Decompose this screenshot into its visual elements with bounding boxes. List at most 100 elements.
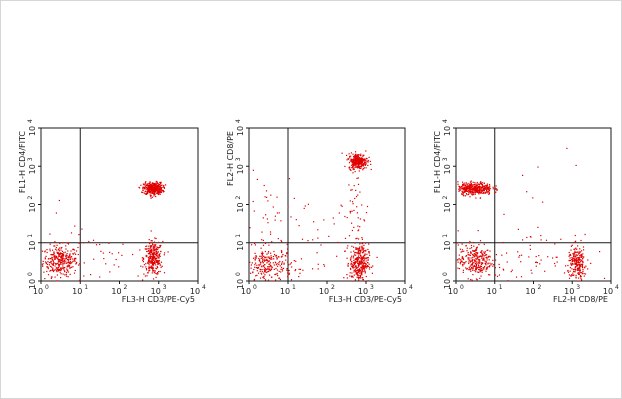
event-dot <box>144 248 146 250</box>
event-dot <box>266 196 268 198</box>
event-dot <box>264 259 266 261</box>
event-dot <box>573 254 575 257</box>
event-dot <box>367 159 369 162</box>
event-dot <box>74 225 76 227</box>
event-dot <box>479 267 481 269</box>
event-dot <box>363 263 365 265</box>
event-dot <box>471 279 473 281</box>
event-dot <box>54 258 56 261</box>
event-dot <box>571 258 573 260</box>
event-dot <box>155 255 157 257</box>
event-dot <box>58 250 60 252</box>
event-dot <box>67 264 69 266</box>
event-dot <box>476 247 478 249</box>
event-dot <box>355 153 357 155</box>
event-dot <box>357 154 360 156</box>
event-dot <box>159 253 161 255</box>
event-dot <box>462 265 464 267</box>
event-dot <box>276 258 278 260</box>
event-dot <box>484 252 486 254</box>
event-dot <box>145 268 147 270</box>
event-dot <box>72 266 74 268</box>
event-dot <box>599 251 601 253</box>
event-dot <box>486 266 488 268</box>
event-dot <box>267 200 269 202</box>
y-tick-exponent: 2 <box>27 196 34 200</box>
event-dot <box>58 266 60 268</box>
event-dot <box>304 205 306 207</box>
event-dot <box>157 185 159 187</box>
event-dot <box>142 261 144 263</box>
x-tick-exponent: 2 <box>331 284 335 291</box>
event-dot <box>569 253 571 256</box>
event-dot <box>475 271 477 273</box>
event-dot <box>476 267 478 270</box>
x-axis-marker: CD3/PE-Cy5 <box>147 295 195 304</box>
event-dot <box>150 230 152 232</box>
event-dot <box>354 265 357 267</box>
event-dot <box>603 277 606 279</box>
event-dot <box>270 194 272 196</box>
event-dot <box>485 257 487 259</box>
event-dot <box>480 255 482 257</box>
event-dot <box>56 263 58 265</box>
event-dot <box>472 262 474 265</box>
event-dot <box>362 260 364 262</box>
event-dot <box>457 261 459 263</box>
event-dot <box>158 256 160 258</box>
event-dot <box>576 259 578 261</box>
event-dot <box>272 255 274 258</box>
event-dot <box>154 261 156 263</box>
event-dot <box>276 256 278 258</box>
event-dot <box>69 267 71 269</box>
event-dot <box>69 258 72 260</box>
event-dot <box>153 244 155 246</box>
event-dot <box>147 185 149 187</box>
event-dot <box>312 268 314 270</box>
event-dot <box>463 262 465 264</box>
event-dot <box>264 250 266 253</box>
event-dot <box>481 269 483 271</box>
event-dot <box>475 188 477 190</box>
event-dot <box>521 254 523 256</box>
event-dot <box>360 167 362 169</box>
event-dot <box>365 265 368 267</box>
event-dot <box>479 277 481 279</box>
event-dot <box>510 271 512 273</box>
event-dot <box>67 269 69 271</box>
event-dot <box>364 159 366 161</box>
event-dot <box>270 233 272 235</box>
event-dot <box>46 249 48 251</box>
event-dot <box>470 279 472 281</box>
event-dot <box>273 264 275 266</box>
event-dot <box>472 187 474 190</box>
event-dot <box>253 268 255 271</box>
event-dot <box>354 263 356 266</box>
event-dot <box>150 251 152 253</box>
event-dot <box>307 240 309 242</box>
event-dot <box>151 249 153 251</box>
event-dot <box>148 252 150 254</box>
event-dot <box>282 253 284 256</box>
event-dot <box>151 186 153 189</box>
event-dot <box>472 192 474 194</box>
event-dot <box>69 262 71 264</box>
event-dot <box>262 252 264 254</box>
event-dot <box>148 245 150 247</box>
event-dot <box>67 242 69 244</box>
event-dot <box>520 261 522 263</box>
event-dot <box>371 272 373 274</box>
event-dot <box>356 165 359 167</box>
event-dot <box>462 271 464 273</box>
event-dot <box>474 192 476 194</box>
event-dot <box>360 261 363 263</box>
event-dot <box>144 183 146 185</box>
event-dot <box>354 162 356 164</box>
event-dot <box>477 271 479 273</box>
event-dot <box>69 262 71 264</box>
event-dot <box>269 262 271 264</box>
event-dot <box>75 258 77 260</box>
event-dot <box>64 266 66 269</box>
event-dot <box>468 184 470 186</box>
